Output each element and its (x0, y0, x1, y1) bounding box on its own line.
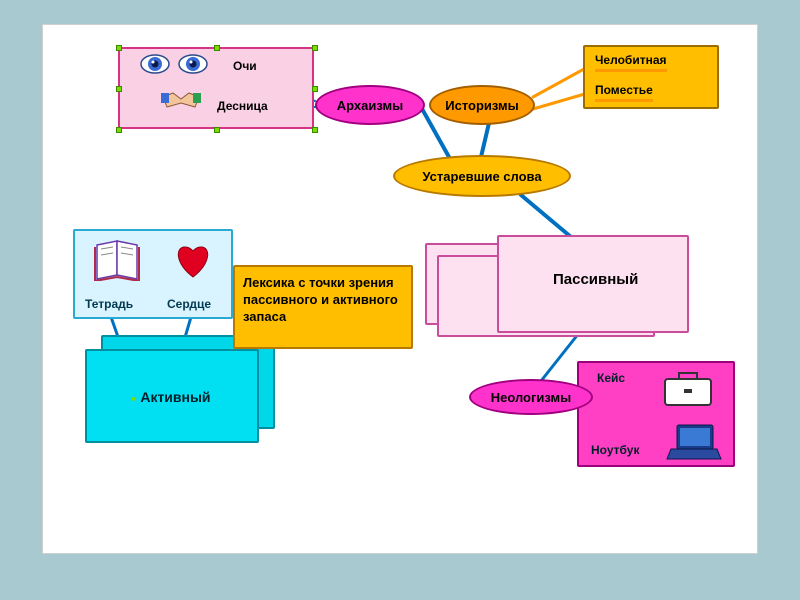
passive-label: Пассивный (553, 271, 638, 288)
book-icon (91, 237, 145, 281)
archaism-node: Архаизмы (315, 85, 425, 125)
archaism-label: Архаизмы (337, 98, 403, 113)
obsolete-words-label: Устаревшие слова (422, 169, 541, 184)
eye-icon (139, 53, 171, 75)
laptop-icon (665, 421, 723, 463)
obsolete-words-node: Устаревшие слова (393, 155, 571, 197)
desnica-label: Десница (217, 99, 268, 113)
serdce-label: Сердце (167, 297, 211, 311)
eye-icon (177, 53, 209, 75)
historicism-node: Историзмы (429, 85, 535, 125)
lexika-label: Лексика с точки зрения пассивного и акти… (243, 275, 405, 326)
heart-icon (171, 241, 215, 281)
chelobitnaya-label: Челобитная (595, 53, 667, 72)
neologism-node: Неологизмы (469, 379, 593, 415)
ochi-label: Очи (233, 59, 257, 73)
active-label: ● Активный (131, 389, 211, 405)
tetrad-label: Тетрадь (85, 297, 133, 311)
noutbuk-label: Ноутбук (591, 443, 639, 457)
neologism-label: Неологизмы (491, 390, 572, 405)
pomestye-label: Поместье (595, 83, 653, 102)
active-text: Активный (140, 389, 210, 405)
handshake-icon (159, 85, 203, 115)
briefcase-icon (659, 365, 717, 409)
diagram-canvas: Архаизмы Историзмы Устаревшие слова Неол… (42, 24, 758, 554)
keis-label: Кейс (597, 371, 625, 385)
historicism-label: Историзмы (445, 98, 519, 113)
